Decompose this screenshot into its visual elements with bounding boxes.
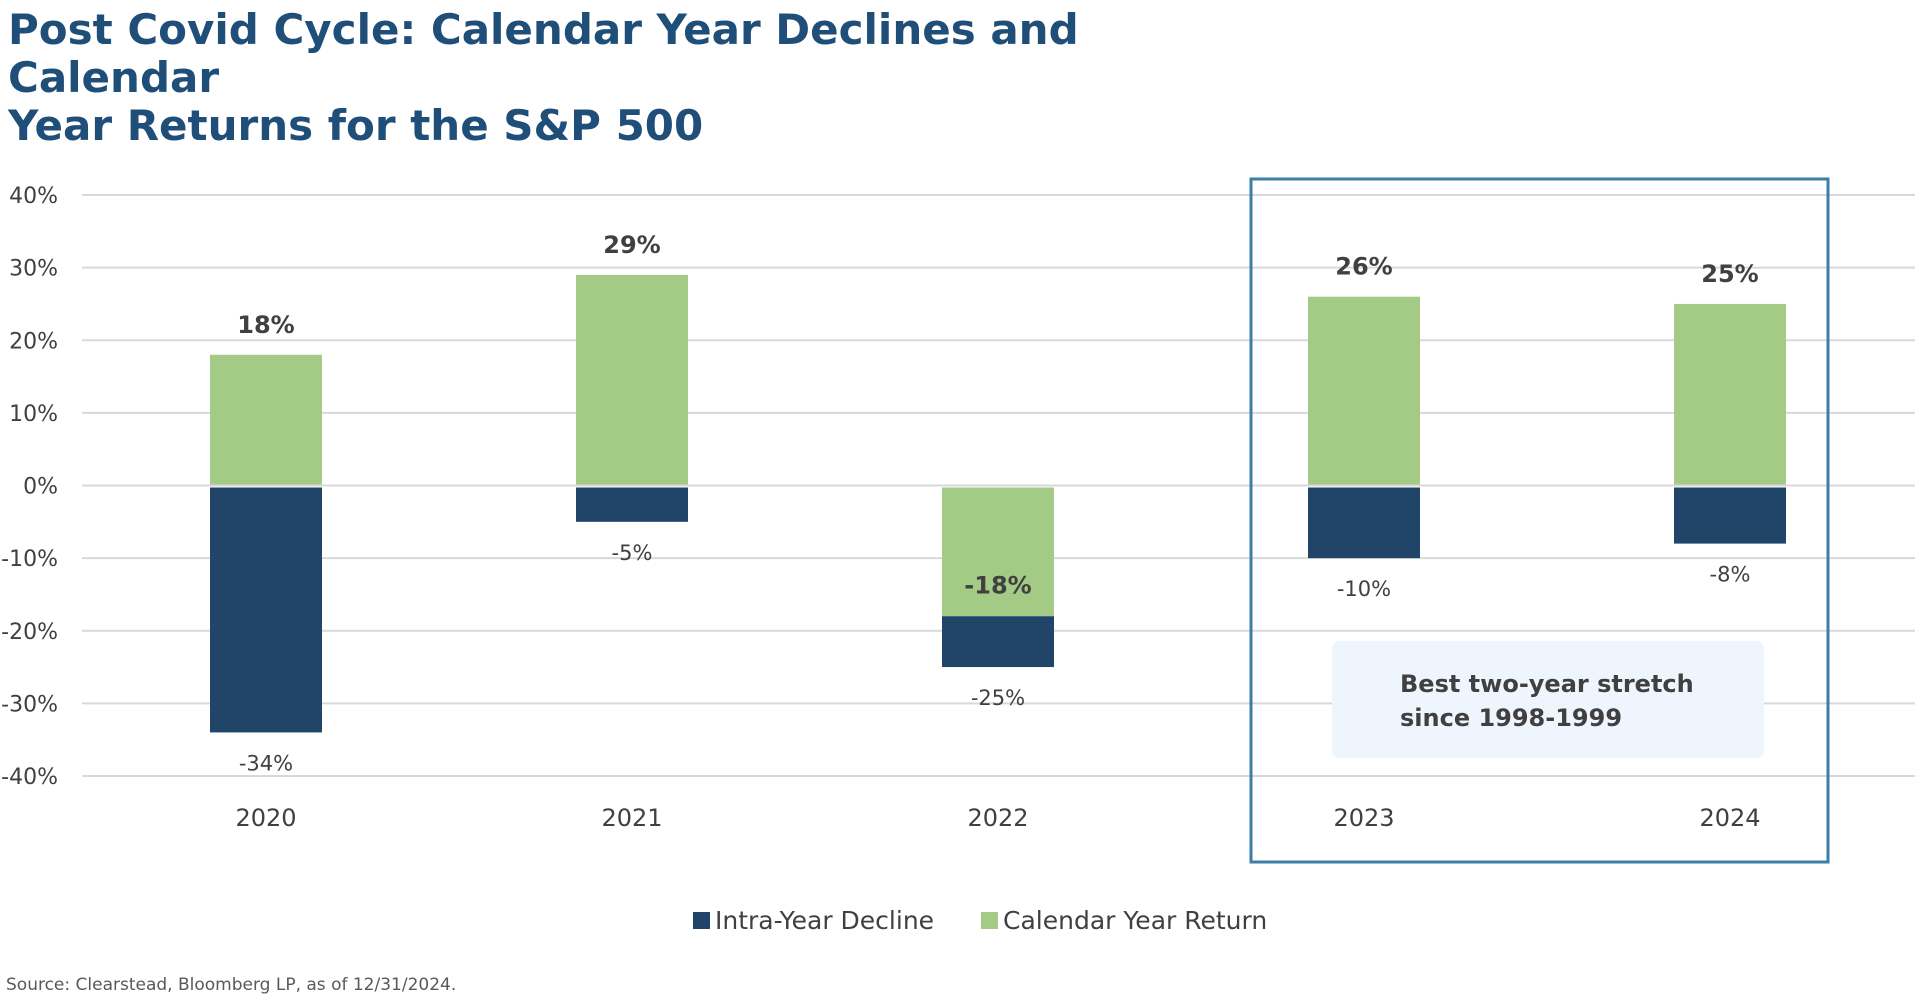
y-tick-label: -40%	[1, 765, 58, 790]
chart-title-line-2: Year Returns for the S&P 500	[8, 101, 704, 150]
chart-title: Post Covid Cycle: Calendar Year Declines…	[8, 6, 1208, 150]
data-label-decline-2020: -34%	[239, 751, 293, 775]
bar-intra-year-decline-2023	[1308, 487, 1420, 559]
source-note: Source: Clearstead, Bloomberg LP, as of …	[6, 975, 457, 995]
bar-intra-year-decline-2020	[210, 487, 322, 733]
legend: Intra-Year Decline Calendar Year Return	[693, 906, 1267, 935]
data-label-decline-2023: -10%	[1337, 577, 1391, 601]
data-label-return-2023: 26%	[1335, 253, 1392, 281]
legend-swatch-calendar-year-return	[981, 912, 998, 929]
data-label-return-2024: 25%	[1701, 260, 1758, 288]
x-tick-label-2020: 2020	[235, 804, 296, 832]
y-axis: 40% 30% 20% 10% 0% -10% -20% -30% -40%	[1, 184, 58, 790]
y-tick-label: 40%	[9, 184, 58, 209]
bar-intra-year-decline-2022	[942, 616, 1054, 668]
y-tick-label: -10%	[1, 547, 58, 572]
highlight-box	[1249, 177, 1830, 864]
data-label-decline-2024: -8%	[1710, 563, 1751, 587]
x-tick-label-2023: 2023	[1333, 804, 1394, 832]
annotation-background	[1332, 641, 1764, 758]
legend-label-intra-year-decline: Intra-Year Decline	[715, 906, 934, 935]
bar-intra-year-decline-2024	[1674, 487, 1786, 544]
y-tick-label: 10%	[9, 402, 58, 427]
data-label-return-2022: -18%	[964, 572, 1031, 600]
x-tick-label-2022: 2022	[967, 804, 1028, 832]
y-tick-label: 0%	[23, 475, 58, 500]
bar-calendar-year-return-2021	[576, 274, 688, 485]
annotation-line-1: Best two-year stretch	[1400, 670, 1694, 698]
legend-label-calendar-year-return: Calendar Year Return	[1003, 906, 1267, 935]
chart-title-line-1: Post Covid Cycle: Calendar Year Declines…	[8, 5, 1079, 102]
data-label-decline-2021: -5%	[612, 541, 653, 565]
y-tick-label: -30%	[1, 692, 58, 717]
y-tick-label: 20%	[9, 329, 58, 354]
x-axis: 2020 2021 2022 2023 2024	[235, 804, 1760, 832]
bar-intra-year-decline-2021	[576, 487, 688, 522]
x-tick-label-2024: 2024	[1699, 804, 1760, 832]
x-tick-label-2021: 2021	[601, 804, 662, 832]
legend-swatch-intra-year-decline	[693, 912, 710, 929]
bar-calendar-year-return-2020	[210, 354, 322, 485]
bar-calendar-year-return-2022	[942, 487, 1054, 617]
y-tick-label: -20%	[1, 620, 58, 645]
data-label-decline-2022: -25%	[971, 686, 1025, 710]
data-label-return-2020: 18%	[237, 311, 294, 339]
data-label-return-2021: 29%	[603, 231, 660, 259]
gridlines	[82, 194, 1915, 777]
bar-calendar-year-return-2023	[1308, 296, 1420, 485]
y-tick-label: 30%	[9, 257, 58, 282]
bars: 18% -34% 29% -5% -18% -25% 26% -10% 25% -8%	[210, 231, 1786, 775]
annotation-box: Best two-year stretch since 1998-1999	[1332, 641, 1764, 758]
bar-calendar-year-return-2024	[1674, 303, 1786, 485]
annotation-line-2: since 1998-1999	[1400, 704, 1622, 732]
